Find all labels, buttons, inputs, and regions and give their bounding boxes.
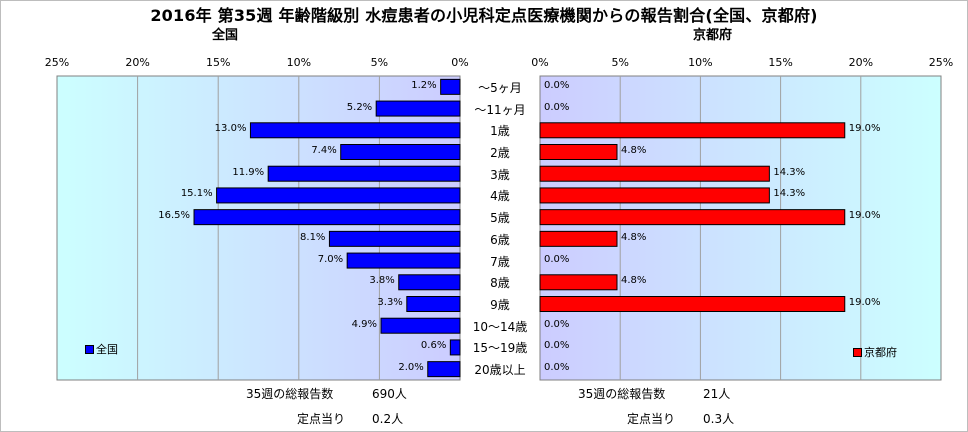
- kyoto-tick-label: 25%: [928, 56, 954, 69]
- kyoto-plot-area: [539, 75, 942, 381]
- kyoto-tick-label: 0%: [531, 56, 549, 69]
- national-data-label: 2.0%: [398, 362, 424, 374]
- national-total-label: 35週の総報告数: [246, 387, 334, 401]
- national-tick-label: 10%: [286, 56, 312, 69]
- age-category-label: 6歳: [490, 232, 510, 247]
- national-tick-label: 25%: [44, 56, 70, 69]
- national-bar: [216, 187, 461, 204]
- kyoto-per-label: 定点当り: [627, 412, 676, 426]
- age-category-label: 5歳: [490, 211, 510, 226]
- kyoto-tick-label: 15%: [768, 56, 793, 69]
- age-category-label: 8歳: [490, 276, 510, 291]
- chart-title: 2016年 第35週 年齢階級別 水痘患者の小児科定点医療機関からの報告割合(全…: [150, 6, 818, 25]
- kyoto-data-label: 0.0%: [544, 79, 570, 91]
- national-bar: [328, 230, 461, 247]
- national-data-label: 15.1%: [180, 188, 213, 200]
- kyoto-bar: [539, 230, 618, 247]
- age-category-label: 1歳: [490, 124, 510, 139]
- kyoto-data-label: 19.0%: [848, 210, 881, 222]
- kyoto-data-label: 0.0%: [544, 253, 570, 265]
- national-data-label: 16.5%: [158, 210, 191, 222]
- national-bar: [267, 165, 461, 182]
- national-bar: [427, 361, 461, 378]
- national-per-value: 0.2人: [372, 412, 404, 426]
- national-data-label: 7.4%: [311, 145, 337, 156]
- kyoto-data-label: 19.0%: [848, 297, 881, 308]
- kyoto-bar: [539, 144, 618, 160]
- kyoto-bar: [539, 274, 618, 291]
- national-bar: [249, 122, 461, 139]
- national-data-label: 1.2%: [411, 79, 437, 91]
- national-data-label: 4.9%: [351, 318, 378, 330]
- kyoto-data-label: 4.8%: [620, 231, 647, 243]
- national-legend-label: 全国: [96, 343, 118, 356]
- kyoto-data-label: 4.8%: [620, 145, 647, 156]
- age-category-label: ～11ヶ月: [474, 102, 526, 117]
- national-data-label: 0.6%: [420, 340, 447, 352]
- kyoto-legend: 京都府: [853, 344, 897, 360]
- kyoto-tick-label: 10%: [688, 56, 713, 69]
- national-tick-label: 0%: [451, 56, 469, 69]
- national-tick-label: 5%: [370, 56, 389, 69]
- kyoto-data-label: 14.3%: [773, 166, 806, 178]
- national-bar: [380, 317, 461, 334]
- kyoto-bar: [539, 187, 770, 204]
- kyoto-legend-label: 京都府: [864, 346, 897, 359]
- kyoto-per-value: 0.3人: [703, 412, 735, 426]
- kyoto-legend-swatch: [853, 347, 862, 357]
- national-bar: [398, 274, 461, 291]
- kyoto-data-label: 4.8%: [620, 275, 647, 287]
- kyoto-data-label: 0.0%: [544, 340, 570, 352]
- kyoto-data-label: 19.0%: [848, 123, 881, 135]
- national-data-label: 8.1%: [300, 231, 326, 243]
- national-plot-area: [56, 75, 461, 381]
- kyoto-bar: [539, 209, 846, 226]
- national-per-label: 定点当り: [297, 412, 346, 426]
- kyoto-data-label: 0.0%: [544, 362, 570, 374]
- age-category-label: 2歳: [490, 146, 510, 160]
- kyoto-data-label: 0.0%: [544, 318, 570, 330]
- national-bar: [193, 209, 461, 226]
- national-legend-swatch: [85, 344, 94, 354]
- kyoto-data-label: 14.3%: [773, 188, 806, 200]
- national-bar: [440, 78, 461, 95]
- national-data-label: 11.9%: [232, 166, 265, 178]
- age-category-label: ～5ヶ月: [478, 80, 522, 95]
- kyoto-bar: [539, 122, 846, 139]
- kyoto-tick-label: 20%: [848, 56, 874, 69]
- age-category-label: 15～19歳: [472, 341, 528, 356]
- national-bar: [340, 144, 461, 160]
- national-bar: [406, 296, 461, 312]
- age-category-label: 9歳: [490, 298, 510, 312]
- age-category-label: 4歳: [490, 189, 510, 204]
- national-data-label: 13.0%: [214, 123, 247, 135]
- national-panel-title: 全国: [212, 28, 239, 43]
- national-bar: [375, 100, 461, 117]
- age-category-label: 20歳以上: [474, 363, 526, 378]
- national-bar: [346, 252, 461, 269]
- national-tick-label: 20%: [125, 56, 150, 69]
- national-tick-label: 15%: [205, 56, 231, 69]
- age-category-label: 10～14歳: [472, 319, 528, 334]
- national-data-label: 5.2%: [346, 101, 373, 113]
- national-bar: [449, 339, 461, 356]
- kyoto-data-label: 0.0%: [544, 101, 570, 113]
- age-category-label: 7歳: [490, 254, 510, 269]
- kyoto-total-label: 35週の総報告数: [578, 387, 666, 401]
- kyoto-bar: [539, 296, 846, 312]
- national-data-label: 7.0%: [317, 253, 344, 265]
- kyoto-total-value: 21人: [703, 387, 731, 401]
- kyoto-tick-label: 5%: [611, 56, 629, 69]
- age-category-label: 3歳: [490, 167, 510, 182]
- kyoto-bar: [539, 165, 770, 182]
- national-total-value: 690人: [372, 387, 407, 401]
- national-legend: 全国: [85, 341, 118, 357]
- national-data-label: 3.8%: [369, 275, 395, 287]
- national-data-label: 3.3%: [377, 297, 403, 308]
- kyoto-panel-title: 京都府: [693, 28, 733, 43]
